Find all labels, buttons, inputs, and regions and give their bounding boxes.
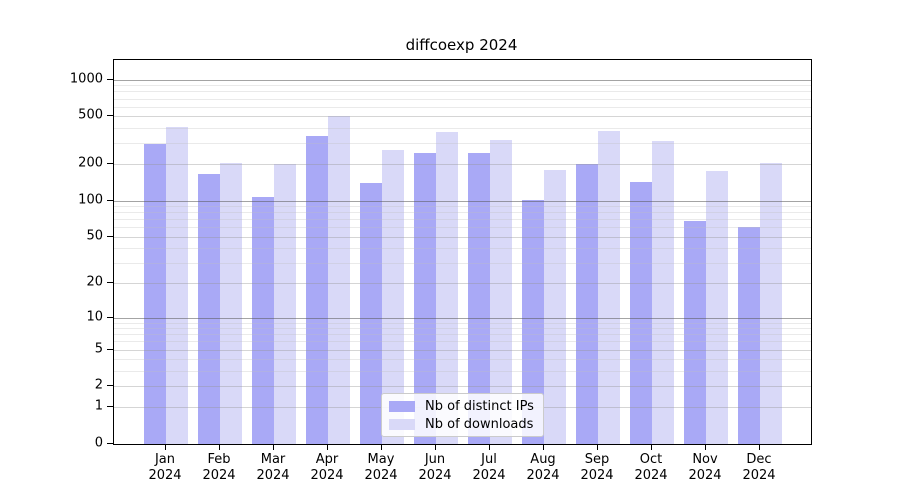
bar-distinct-ips-2 (252, 196, 274, 444)
bar-downloads-7 (544, 169, 566, 444)
x-tick-1 (219, 444, 220, 450)
legend-entry-downloads: Nb of downloads (389, 417, 535, 432)
y-tick-100 (107, 199, 113, 201)
y-tick-20 (107, 282, 113, 284)
gridline-500 (114, 116, 811, 118)
legend-entry-distinct-ips: Nb of distinct IPs (389, 399, 535, 414)
x-tick-label-5: Jun 2024 (418, 452, 452, 483)
x-tick-label-10: Nov 2024 (688, 452, 722, 483)
bar-distinct-ips-9 (630, 181, 652, 444)
x-tick-4 (381, 444, 382, 450)
y-tick-label-0: 0 (94, 435, 103, 451)
y-tick-1 (107, 406, 113, 408)
gridline-minor (114, 127, 811, 129)
y-tick-500 (107, 115, 113, 117)
y-tick-50 (107, 235, 113, 237)
y-tick-200 (107, 163, 113, 165)
bar-distinct-ips-6 (468, 152, 490, 444)
y-tick-label-20: 20 (86, 274, 103, 290)
x-tick-8 (597, 444, 598, 450)
bar-downloads-4 (382, 149, 404, 444)
bar-downloads-8 (598, 130, 620, 444)
bar-downloads-10 (706, 170, 728, 444)
x-tick-label-6: Jul 2024 (472, 452, 506, 483)
y-tick-label-200: 200 (78, 155, 103, 171)
bar-downloads-5 (436, 132, 458, 444)
bar-distinct-ips-4 (360, 183, 382, 444)
gridline-minor (114, 106, 811, 108)
bar-downloads-11 (760, 162, 782, 444)
legend-label-distinct-ips: Nb of distinct IPs (425, 398, 534, 414)
y-tick-label-1: 1 (94, 398, 103, 414)
bar-downloads-1 (220, 162, 242, 444)
legend-swatch-distinct-ips (389, 400, 415, 412)
y-tick-2 (107, 385, 113, 387)
x-tick-label-9: Oct 2024 (634, 452, 668, 483)
legend: Nb of distinct IPs Nb of downloads (381, 393, 544, 437)
bar-distinct-ips-1 (198, 174, 220, 444)
x-tick-label-7: Aug 2024 (526, 452, 560, 483)
bar-downloads-6 (490, 139, 512, 444)
x-tick-6 (489, 444, 490, 450)
bar-downloads-3 (328, 115, 350, 444)
x-tick-0 (165, 444, 166, 450)
x-tick-11 (759, 444, 760, 450)
y-tick-1000 (107, 78, 113, 80)
gridline-200 (114, 164, 811, 166)
y-tick-label-500: 500 (78, 107, 103, 123)
y-tick-label-2: 2 (94, 377, 103, 393)
plot-area (113, 59, 812, 445)
bar-distinct-ips-5 (414, 152, 436, 444)
x-tick-2 (273, 444, 274, 450)
x-tick-label-1: Feb 2024 (202, 452, 236, 483)
y-tick-label-100: 100 (78, 192, 103, 208)
bar-downloads-0 (166, 126, 188, 444)
bar-distinct-ips-0 (144, 143, 166, 444)
gridline-minor (114, 91, 811, 93)
x-tick-label-8: Sep 2024 (580, 452, 614, 483)
bar-distinct-ips-8 (576, 164, 598, 444)
x-tick-5 (435, 444, 436, 450)
bar-distinct-ips-3 (306, 136, 328, 444)
legend-label-downloads: Nb of downloads (425, 416, 534, 432)
gridline-minor (114, 85, 811, 87)
x-tick-7 (543, 444, 544, 450)
x-tick-9 (651, 444, 652, 450)
x-tick-label-4: May 2024 (364, 452, 398, 483)
gridline-minor (114, 98, 811, 100)
chart-title: diffcoexp 2024 (405, 36, 518, 54)
x-tick-label-0: Jan 2024 (148, 452, 182, 483)
bar-downloads-9 (652, 141, 674, 444)
bar-distinct-ips-10 (684, 220, 706, 444)
y-tick-label-50: 50 (86, 228, 103, 244)
y-tick-label-10: 10 (86, 309, 103, 325)
x-tick-label-2: Mar 2024 (256, 452, 290, 483)
y-tick-label-1000: 1000 (69, 71, 103, 87)
gridline-minor (114, 143, 811, 145)
bar-distinct-ips-7 (522, 199, 544, 444)
x-tick-10 (705, 444, 706, 450)
x-tick-3 (327, 444, 328, 450)
bar-downloads-2 (274, 163, 296, 444)
gridline-1000 (114, 79, 811, 81)
x-tick-label-3: Apr 2024 (310, 452, 344, 483)
y-tick-label-5: 5 (94, 341, 103, 357)
x-tick-label-11: Dec 2024 (742, 452, 776, 483)
y-tick-0 (107, 443, 113, 444)
y-tick-5 (107, 348, 113, 350)
bar-distinct-ips-11 (738, 227, 760, 444)
legend-swatch-downloads (389, 418, 415, 430)
y-tick-10 (107, 316, 113, 318)
